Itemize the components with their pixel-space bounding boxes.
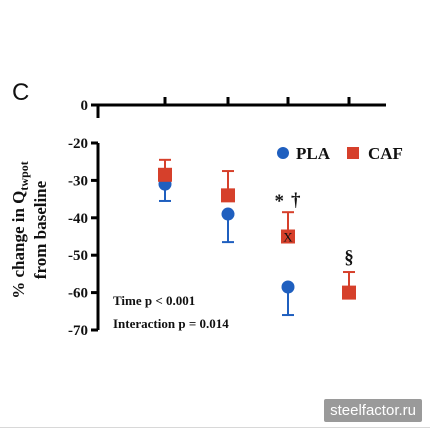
legend-pla-label: PLA	[296, 144, 331, 163]
caf-point	[342, 285, 356, 300]
y-tick-label: -50	[68, 248, 88, 264]
caf-point	[158, 167, 172, 182]
y-axis-label: % change in Q	[9, 191, 28, 299]
legend-caf-marker	[347, 147, 359, 159]
axes: 0 -20 -30 -40 -50 -60 -70	[68, 97, 386, 339]
pla-point	[221, 207, 235, 221]
annotation-interaction: Interaction p = 0.014	[113, 316, 229, 331]
caf-point	[281, 229, 295, 244]
pla-point	[281, 280, 295, 294]
y-tick-label: -30	[68, 173, 88, 189]
significance-x: X	[283, 230, 293, 245]
significance-asterisk: *	[275, 191, 285, 212]
y-axis-label-line2: from baseline	[31, 180, 50, 279]
caf-point	[221, 188, 235, 203]
legend-caf-label: CAF	[368, 144, 403, 163]
svg-text:% change in Qtwpot: % change in Qtwpot	[9, 161, 31, 299]
watermark: steelfactor.ru	[324, 399, 422, 422]
y-tick-label: -20	[68, 136, 88, 152]
annotation-time: Time p < 0.001	[113, 293, 195, 308]
y-tick-label: -60	[68, 286, 88, 302]
significance-section: §	[344, 247, 354, 268]
y-tick-label: -40	[68, 211, 88, 227]
bottom-divider	[0, 427, 430, 428]
legend: PLA CAF	[277, 144, 403, 163]
data-marks: * † X §	[158, 158, 356, 317]
legend-pla-marker	[277, 147, 289, 159]
y-tick-label: 0	[81, 98, 89, 114]
y-axis-title: % change in Qtwpot from baseline	[9, 161, 50, 299]
panel-label: C	[12, 79, 29, 106]
y-axis-label-subscript: twpot	[17, 161, 31, 190]
y-tick-label: -70	[68, 323, 88, 339]
significance-dagger: †	[291, 190, 301, 211]
